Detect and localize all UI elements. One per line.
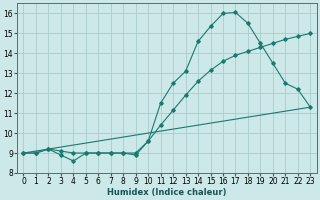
X-axis label: Humidex (Indice chaleur): Humidex (Indice chaleur) xyxy=(107,188,227,197)
